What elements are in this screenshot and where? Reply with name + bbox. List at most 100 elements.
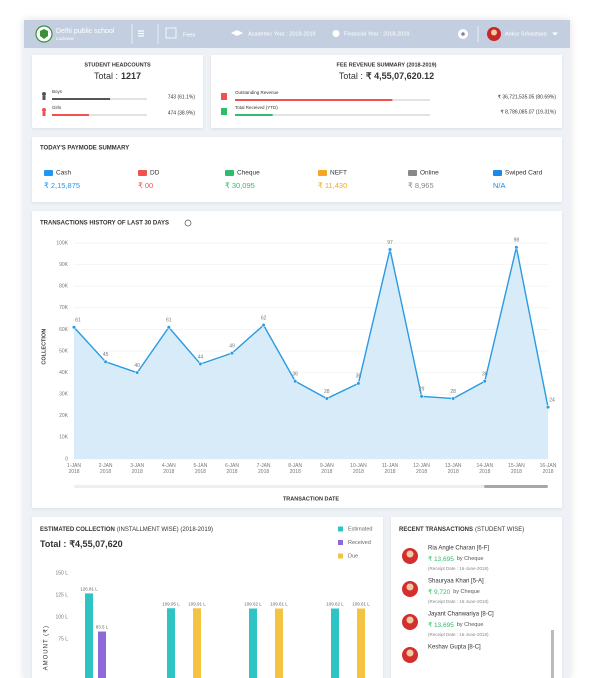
bar	[193, 608, 201, 678]
total: Total :1217	[94, 71, 141, 81]
data-label: 40	[134, 363, 140, 369]
legend-swatch	[338, 553, 343, 559]
fee-revenue-card: FEE REVENUE SUMMARY (2018-2019) Total : ₹ …	[211, 55, 562, 128]
academic-year: Academic Year : 2018-2019	[248, 31, 316, 37]
row-value: ₹ 36,721,535.05 (80.69%)	[498, 94, 557, 100]
point	[356, 381, 361, 386]
y-axis-label: AMOUNT (₹)	[43, 625, 50, 670]
x-tick-label: 2-JAN 2018	[98, 463, 113, 476]
student-name[interactable]: Keshav Gupta [8-C]	[428, 645, 481, 651]
y-tick-label: 10K	[59, 435, 69, 441]
y-tick-label: 70K	[59, 305, 69, 311]
scrollbar-thumb[interactable]	[484, 485, 548, 488]
row-icon	[42, 112, 46, 116]
y-tick-label: 100K	[56, 240, 68, 246]
financial-icon	[332, 30, 340, 37]
payment: ₹ 9,720 by Cheque	[428, 588, 480, 596]
row-name: Girls	[52, 105, 62, 110]
legend-label: Received	[348, 540, 371, 546]
card-title: RECENT TRANSACTIONS (STUDENT WISE)	[399, 527, 524, 533]
student-avatar-face	[406, 649, 414, 657]
total: Total : ₹4,55,07,620	[40, 539, 123, 549]
y-tick-label: 150 L	[55, 570, 68, 576]
bar	[85, 593, 93, 678]
bar	[98, 631, 106, 678]
legend-label: Estimated	[348, 526, 372, 532]
fee-revenue-graphic: FEE REVENUE SUMMARY (2018-2019)Total : ₹ …	[221, 62, 557, 116]
paymode-graphic: TODAY'S PAYMODE SUMMARY Cash ₹ 2,15,875 DD ₹…	[40, 146, 543, 190]
x-tick-label: 14-JAN 2018	[476, 463, 494, 476]
paymode-amount: N/A	[493, 181, 506, 190]
point	[135, 370, 140, 375]
total-value: ₹ 4,55,07,620.12	[366, 71, 434, 81]
point	[293, 379, 298, 384]
bar	[52, 98, 111, 100]
data-label: 97	[387, 240, 393, 246]
point	[229, 351, 235, 356]
point	[198, 361, 203, 367]
data-label: 35	[356, 374, 362, 380]
bar-chart: ESTIMATED COLLECTION (INSTALLMENT WISE) (…	[40, 526, 372, 678]
paymode-icon	[408, 170, 417, 176]
card-title: TODAY'S PAYMODE SUMMARY	[40, 146, 129, 152]
student-avatar-face	[406, 583, 414, 591]
row-icon	[221, 108, 227, 115]
data-label: 24	[549, 397, 555, 403]
point	[514, 245, 519, 250]
point	[545, 405, 551, 410]
student-name[interactable]: Shauryaa Khari [5-A]	[428, 579, 484, 585]
legend-swatch	[338, 526, 343, 532]
total-label: Total :	[339, 71, 363, 81]
bar	[275, 608, 283, 678]
y-axis-label: COLLECTION	[41, 329, 47, 365]
data-label: 83.5 L	[96, 625, 109, 630]
bar	[167, 608, 175, 678]
scrollbar-thumb[interactable]	[551, 630, 554, 678]
payment-mode: by Cheque	[457, 556, 484, 562]
data-label: 109.61 L	[352, 602, 370, 607]
bar-track	[235, 114, 430, 116]
data-label: 28	[324, 389, 330, 395]
bar	[235, 114, 273, 116]
paymode-name: Swiped Card	[505, 170, 543, 177]
x-tick-label: 4-JAN 2018	[161, 463, 176, 476]
student-name[interactable]: Ria Angle Charan [6-F]	[428, 546, 489, 552]
x-tick-label: 6-JAN 2018	[225, 463, 239, 476]
y-tick-label: 80K	[59, 284, 69, 290]
row-icon	[42, 92, 46, 96]
user-name[interactable]: Ankur Srivastava	[505, 31, 548, 37]
legend-swatch	[338, 540, 343, 545]
student-name[interactable]: Jayant Chanwariya [8-C]	[428, 612, 494, 618]
row-icon	[42, 108, 46, 112]
y-tick-label: 30K	[59, 392, 69, 398]
x-tick-label: 5-JAN 2018	[193, 463, 208, 476]
headcount-card: STUDENT HEADCOUNTS Total :1217 Boys 743 (61…	[32, 55, 203, 128]
y-tick-label: 125 L	[55, 592, 68, 598]
x-tick-label: 13-JAN 2018	[444, 463, 462, 476]
point	[103, 359, 108, 364]
fees-icon	[165, 27, 177, 39]
x-tick-label: 12-JAN 2018	[413, 463, 430, 476]
total-label: Total :	[40, 539, 66, 549]
payment-mode: by Cheque	[457, 622, 484, 628]
row-name: Total Received (YTD)	[235, 105, 278, 110]
receipt-date: (Receipt Date : 16-June-2018)	[428, 566, 489, 571]
menu-icon	[138, 32, 144, 35]
card-title: ESTIMATED COLLECTION (INSTALLMENT WISE) (…	[40, 527, 213, 533]
x-tick-label: 11-JAN 2018	[381, 463, 399, 476]
data-label: 49	[229, 344, 235, 350]
x-tick-label: 1-JAN 2018	[67, 463, 81, 476]
info-icon[interactable]	[184, 219, 192, 227]
y-tick-label: 0	[65, 456, 68, 462]
recent-card: RECENT TRANSACTIONS (STUDENT WISE) Ria Ang…	[391, 517, 562, 678]
point	[261, 323, 266, 328]
data-label: 109.91 L	[188, 601, 206, 606]
chart-title: TRANSACTIONS HISTORY OF LAST 30 DAYS	[40, 221, 169, 227]
payment: ₹ 13,695 by Cheque	[428, 555, 483, 563]
paymode-icon	[138, 170, 147, 176]
bar	[235, 99, 393, 101]
payment-mode: by Cheque	[453, 589, 480, 595]
